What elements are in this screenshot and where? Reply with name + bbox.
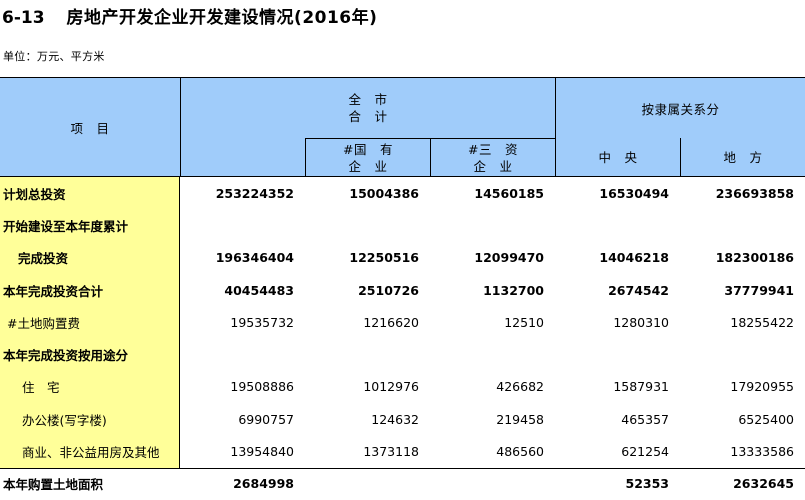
cell-city-total: 253224352	[215, 185, 294, 201]
cell-local: 18255422	[730, 314, 794, 330]
cell-state-owned: 12250516	[349, 250, 419, 266]
table-header: 项 目 全 市 合 计 按隶属关系分 #国 有 企 业 #三 资 企 业 中 央…	[0, 78, 805, 177]
header-city-total: 全 市 合 计	[181, 78, 555, 138]
cell-state-owned: 2510726	[358, 282, 419, 298]
cell-city-total: 19535732	[230, 314, 294, 330]
cell-foreign-invested: 426682	[496, 379, 544, 395]
statistics-table: 项 目 全 市 合 计 按隶属关系分 #国 有 企 业 #三 资 企 业 中 央…	[0, 77, 805, 493]
row-label: 开始建设至本年度累计	[3, 218, 129, 234]
header-affiliation-group: 按隶属关系分	[641, 101, 720, 117]
table-row: 开始建设至本年度累计	[0, 209, 805, 241]
table-title-text: 房地产开发企业开发建设情况(2016年)	[66, 8, 378, 28]
row-label: 本年完成投资合计	[3, 283, 104, 299]
unit-note: 单位：万元、平方米	[3, 50, 105, 63]
cell-central: 1587931	[613, 379, 669, 395]
table-body: 计划总投资 253224352 15004386 14560185 16530494 23…	[0, 177, 805, 493]
row-label: 本年购置土地面积	[3, 477, 104, 493]
row-label: 商业、非公益用房及其他	[22, 445, 160, 461]
cell-state-owned: 124632	[371, 411, 419, 427]
header-state-owned: #国 有 企 业	[305, 138, 430, 176]
header-city-total-line1: 全 市	[348, 92, 388, 107]
cell-central: 465357	[621, 411, 669, 427]
cell-central: 14046218	[599, 250, 669, 266]
header-central: 中 央	[598, 149, 638, 165]
cell-local: 2632645	[733, 476, 794, 492]
cell-central: 621254	[621, 444, 669, 460]
cell-state-owned: 15004386	[349, 185, 419, 201]
cell-foreign-invested: 1132700	[483, 282, 544, 298]
cell-local: 6525400	[738, 411, 794, 427]
table-row: 本年购置土地面积 2684998 52353 2632645	[0, 468, 805, 500]
page-title: 6-13 房地产开发企业开发建设情况(2016年)	[0, 6, 805, 36]
header-local: 地 方	[680, 138, 805, 176]
cell-foreign-invested: 14560185	[474, 185, 544, 201]
row-label: #土地购置费	[7, 315, 80, 331]
cell-city-total: 196346404	[215, 250, 294, 266]
cell-state-owned: 1216620	[363, 314, 419, 330]
row-label: 本年完成投资按用途分	[3, 348, 129, 364]
header-foreign-line2: 企 业	[473, 158, 513, 174]
row-label: 计划总投资	[3, 186, 66, 202]
table-row: 完成投资 196346404 12250516 12099470 14046218 182…	[0, 242, 805, 274]
cell-foreign-invested: 486560	[496, 444, 544, 460]
cell-local: 182300186	[715, 250, 794, 266]
cell-central: 2674542	[608, 282, 669, 298]
cell-central: 16530494	[599, 185, 669, 201]
row-label: 办公楼(写字楼)	[22, 412, 107, 428]
cell-foreign-invested: 219458	[496, 411, 544, 427]
cell-central: 52353	[625, 476, 670, 492]
cell-foreign-invested: 12099470	[474, 250, 544, 266]
cell-state-owned: 1373118	[363, 444, 419, 460]
table-row: 本年完成投资按用途分	[0, 338, 805, 370]
table-number: 6-13	[2, 8, 45, 28]
cell-city-total: 6990757	[238, 411, 294, 427]
table-row: 计划总投资 253224352 15004386 14560185 16530494 23…	[0, 177, 805, 209]
header-state-owned-line1: #国 有	[343, 141, 393, 157]
header-divider-affiliation	[555, 78, 556, 176]
row-label: 住 宅	[22, 380, 60, 396]
table-row: 本年完成投资合计 40454483 2510726 1132700 2674542 377…	[0, 274, 805, 306]
header-foreign-invested: #三 资 企 业	[430, 138, 555, 176]
header-city-total-line2: 合 计	[348, 109, 388, 124]
table-row: 商业、非公益用房及其他 13954840 1373118 486560 621254 13…	[0, 435, 805, 467]
cell-city-total: 2684998	[233, 476, 294, 492]
table-row: 办公楼(写字楼) 6990757 124632 219458 465357 6525400	[0, 403, 805, 435]
table-row: 住 宅 19508886 1012976 426682 1587931 17920955	[0, 371, 805, 403]
cell-local: 236693858	[715, 185, 794, 201]
cell-foreign-invested: 12510	[504, 314, 544, 330]
header-state-owned-line2: 企 业	[348, 158, 388, 174]
cell-city-total: 13954840	[230, 444, 294, 460]
header-foreign-line1: #三 资	[468, 141, 518, 157]
cell-city-total: 40454483	[224, 282, 294, 298]
header-item-column: 项 目	[70, 120, 110, 136]
header-divider-item	[180, 78, 181, 176]
cell-city-total: 19508886	[230, 379, 294, 395]
cell-central: 1280310	[613, 314, 669, 330]
table-row: #土地购置费 19535732 1216620 12510 1280310 1825542…	[0, 306, 805, 338]
cell-local: 13333586	[730, 444, 794, 460]
cell-state-owned: 1012976	[363, 379, 419, 395]
cell-local: 17920955	[730, 379, 794, 395]
cell-local: 37779941	[724, 282, 794, 298]
label-column-background	[0, 177, 180, 468]
row-label: 完成投资	[18, 251, 69, 267]
table-rows: 计划总投资 253224352 15004386 14560185 16530494 23…	[0, 177, 805, 493]
